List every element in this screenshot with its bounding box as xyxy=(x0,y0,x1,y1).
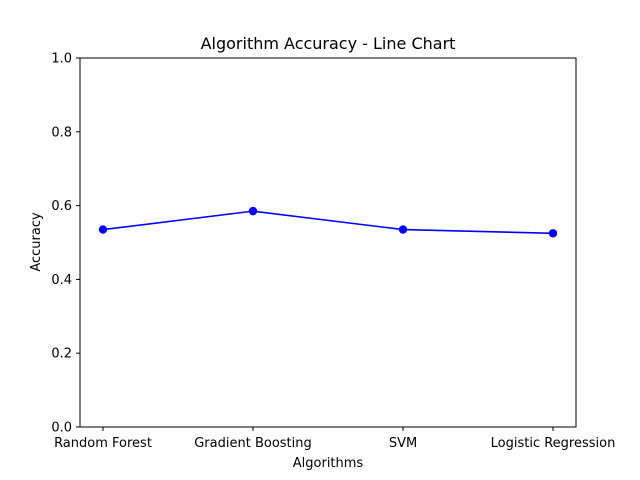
data-point xyxy=(98,225,108,234)
series-accuracy xyxy=(98,206,558,238)
series-line xyxy=(102,210,554,235)
x-tick-label: Random Forest xyxy=(54,436,152,451)
y-tick-label: 1.0 xyxy=(51,52,72,67)
data-point xyxy=(398,225,408,234)
y-tick-label: 0.0 xyxy=(51,421,72,436)
y-tick-label: 0.2 xyxy=(51,347,72,362)
plot-area xyxy=(79,57,577,428)
data-point xyxy=(548,229,558,238)
data-point xyxy=(248,206,258,216)
x-tick-label: Gradient Boosting xyxy=(194,436,312,451)
y-tick-label: 0.8 xyxy=(51,125,72,140)
y-tick-label: 0.6 xyxy=(51,199,72,214)
y-axis-label: Accuracy xyxy=(29,212,44,272)
y-tick-label: 0.4 xyxy=(51,273,72,288)
x-tick-label: Logistic Regression xyxy=(491,436,616,451)
y-axis: 0.0 0.2 0.4 0.6 0.8 1.0 xyxy=(51,52,80,436)
x-axis: Random Forest Gradient Boosting SVM Logisti… xyxy=(54,427,615,451)
x-tick-label: SVM xyxy=(389,436,417,451)
plot-frame xyxy=(79,57,577,428)
x-axis-label: Algorithms xyxy=(293,456,364,471)
chart-title: Algorithm Accuracy - Line Chart xyxy=(201,34,456,53)
